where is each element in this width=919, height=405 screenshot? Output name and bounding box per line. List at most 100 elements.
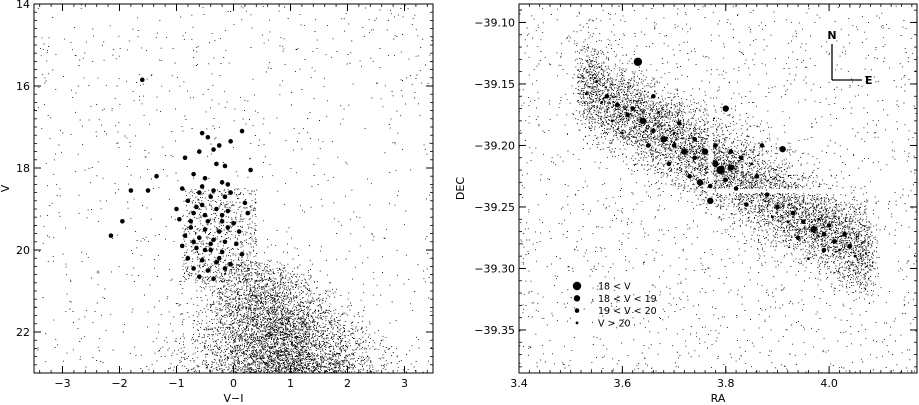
bright-star-point (202, 175, 208, 181)
bright-star-point (208, 241, 213, 247)
legend-marker (575, 321, 579, 325)
bright-star-point (222, 266, 228, 271)
bright-star-point (712, 160, 719, 168)
bright-star-point (205, 134, 211, 140)
field-star-dots (34, 3, 918, 374)
bright-star-point (744, 202, 749, 207)
bright-star-point (666, 161, 672, 167)
x-tick-label: 0 (230, 377, 237, 390)
bright-star-point (120, 219, 125, 224)
bright-star-point (821, 247, 827, 253)
y-tick-label: −39.20 (474, 139, 515, 152)
bright-star-point (199, 130, 205, 136)
bright-star-point (722, 105, 729, 112)
bright-star-point (614, 102, 620, 108)
bright-star-point (231, 221, 236, 226)
bright-star-point (205, 268, 211, 273)
bright-star-point (681, 148, 688, 155)
bright-star-point (790, 210, 796, 216)
axes (33, 3, 918, 374)
bright-star-point (228, 139, 233, 144)
bright-star-point (847, 244, 853, 249)
bright-star-point (800, 219, 806, 225)
bright-star-point (188, 219, 194, 224)
bright-star-point (185, 198, 191, 204)
x-axis-label: RA (711, 392, 726, 405)
bright-star-point (216, 255, 222, 261)
bright-star-point (817, 217, 821, 221)
bright-star-point (584, 92, 588, 96)
y-tick-label: −39.10 (474, 16, 515, 29)
bright-star-point (216, 143, 222, 148)
x-tick-label: 4.0 (820, 377, 838, 390)
bright-star-point (692, 155, 698, 161)
compass-north-label: N (827, 29, 836, 42)
bright-star-point (222, 163, 228, 169)
bright-star-point (219, 212, 225, 218)
bright-star-point (225, 182, 231, 187)
bright-star-point (604, 93, 610, 99)
bright-star-point (733, 186, 739, 191)
bright-star-point (775, 204, 780, 210)
bright-star-point (807, 257, 810, 261)
bright-star-point (202, 247, 208, 253)
bright-star-point (595, 80, 598, 83)
bright-star-point (600, 101, 604, 104)
bright-star-point (248, 167, 253, 173)
bright-star-point (219, 180, 225, 185)
bright-star-point (211, 276, 216, 282)
bright-star-point (723, 177, 729, 183)
x-axis-label: V−I (224, 392, 244, 405)
bright-star-point (630, 106, 636, 111)
legend-label: 18 < V < 19 (598, 294, 657, 305)
bright-star-point (177, 216, 182, 222)
bright-star-point (128, 188, 134, 193)
bright-star-point (205, 219, 211, 224)
bright-star-point (191, 266, 196, 271)
bright-star-point (853, 254, 857, 258)
bright-star-point (707, 197, 714, 204)
plot-frame (33, 3, 434, 374)
y-tick-label: 14 (16, 0, 30, 11)
y-tick-label: −39.15 (474, 78, 515, 91)
bright-star-point (225, 208, 231, 214)
bright-star-point (182, 233, 188, 238)
bright-star-point (202, 227, 208, 232)
bright-star-point (728, 149, 734, 154)
bright-star-point (245, 210, 251, 216)
bright-star-point (713, 143, 718, 148)
bright-star-point (239, 128, 245, 134)
bright-star-point (208, 247, 213, 253)
bright-star-point (242, 200, 248, 206)
bright-star-point (225, 225, 231, 230)
bright-star-point (826, 223, 832, 228)
bright-star-point (145, 188, 151, 193)
bright-star-point (764, 192, 770, 197)
bright-star-point (786, 220, 790, 224)
bright-star-point (657, 110, 660, 114)
legend-marker (574, 308, 580, 313)
bright-star-point (194, 245, 199, 251)
bright-star-point (179, 243, 185, 249)
plot-frame (518, 3, 918, 374)
bright-star-point (671, 143, 677, 148)
bright-star-point (191, 239, 196, 245)
bright-star-point (214, 161, 219, 167)
bright-star-point (191, 171, 196, 177)
bright-star-dots (108, 57, 857, 325)
bright-star-point (174, 206, 179, 212)
bright-star-point (140, 77, 145, 83)
bright-star-point (188, 225, 194, 230)
bright-star-point (727, 164, 735, 171)
x-tick-label: −1 (168, 377, 184, 390)
bright-star-point (779, 145, 786, 153)
bright-star-point (610, 119, 614, 123)
bright-star-point (754, 173, 760, 179)
bright-star-point (770, 215, 774, 219)
y-axis-label: V (0, 184, 12, 192)
bright-star-point (216, 229, 222, 234)
bright-star-point (211, 147, 216, 152)
bright-star-point (197, 274, 202, 279)
legend-marker (573, 295, 581, 302)
